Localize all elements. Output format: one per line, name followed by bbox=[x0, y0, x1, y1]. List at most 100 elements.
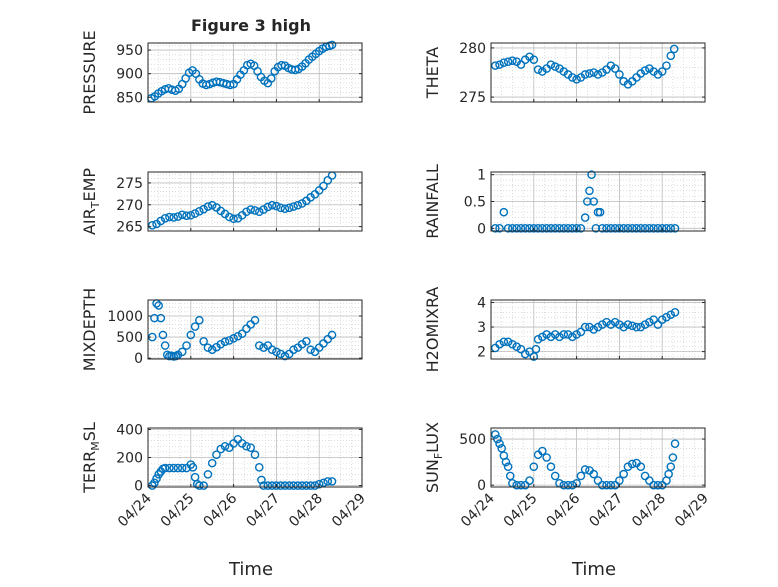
data-point bbox=[587, 170, 596, 179]
data-point bbox=[520, 224, 530, 233]
data-point bbox=[580, 70, 590, 79]
y-tick-label: 400 bbox=[116, 422, 143, 438]
data-point bbox=[670, 224, 680, 233]
data-point bbox=[623, 224, 633, 233]
data-point bbox=[597, 480, 607, 490]
data-point bbox=[597, 224, 607, 233]
data-point bbox=[538, 224, 547, 233]
data-point bbox=[195, 315, 204, 325]
data-point bbox=[186, 330, 196, 340]
data-point bbox=[585, 69, 594, 78]
data-point bbox=[542, 224, 551, 233]
data-point bbox=[559, 224, 569, 233]
data-point bbox=[212, 450, 221, 459]
data-point bbox=[259, 343, 268, 352]
x-tick-label: 04/24 bbox=[458, 490, 498, 530]
y-tick-label: 280 bbox=[459, 41, 486, 57]
data-point bbox=[503, 224, 513, 233]
data-point bbox=[314, 186, 324, 195]
data-point bbox=[516, 224, 526, 233]
y-tick-label: 2 bbox=[477, 345, 486, 361]
data-point bbox=[327, 330, 337, 340]
y-tick-label: 900 bbox=[116, 67, 143, 83]
data-point bbox=[669, 44, 679, 54]
data-point bbox=[188, 463, 198, 472]
x-tick-label: 04/26 bbox=[544, 490, 584, 530]
data-point bbox=[276, 203, 285, 213]
data-point bbox=[602, 317, 611, 327]
data-point bbox=[670, 307, 680, 317]
data-point bbox=[495, 339, 504, 349]
data-point bbox=[572, 75, 581, 84]
data-point bbox=[666, 51, 676, 61]
y-tick-label: 850 bbox=[116, 90, 143, 106]
y-tick-label: 270 bbox=[116, 198, 143, 214]
data-point bbox=[233, 331, 243, 341]
data-point bbox=[640, 66, 650, 75]
data-point bbox=[297, 199, 307, 208]
data-point bbox=[147, 221, 157, 230]
data-point bbox=[182, 211, 191, 221]
data-point bbox=[531, 344, 541, 354]
y-tick-label: 0 bbox=[477, 221, 486, 237]
data-point bbox=[169, 463, 178, 473]
data-point bbox=[593, 476, 603, 485]
data-point bbox=[555, 224, 564, 233]
data-point bbox=[284, 481, 294, 490]
data-point bbox=[280, 351, 290, 361]
data-point bbox=[649, 224, 658, 233]
data-point bbox=[259, 205, 268, 214]
data-point bbox=[246, 205, 256, 214]
data-point bbox=[525, 224, 534, 233]
y-tick-label: 200 bbox=[116, 451, 143, 467]
data-point bbox=[203, 470, 213, 479]
plot-area bbox=[491, 428, 705, 487]
subplot-mixdepth: 0 500 1000 MIXDEPTH bbox=[80, 288, 363, 371]
data-point bbox=[662, 224, 671, 233]
data-point bbox=[610, 480, 620, 490]
axes-box bbox=[490, 42, 706, 103]
data-point bbox=[190, 209, 200, 218]
data-point bbox=[182, 341, 191, 350]
data-point bbox=[160, 214, 170, 223]
data-point bbox=[538, 332, 547, 342]
data-point bbox=[662, 312, 671, 322]
data-point bbox=[559, 330, 569, 339]
data-point bbox=[229, 334, 238, 343]
y-tick-label: 500 bbox=[116, 330, 143, 346]
data-point bbox=[177, 463, 187, 473]
data-point bbox=[576, 224, 586, 233]
data-point bbox=[293, 200, 303, 210]
data-point bbox=[645, 476, 654, 485]
y-axis-label: TERRMSL bbox=[80, 422, 102, 494]
data-point bbox=[499, 207, 509, 217]
data-point bbox=[550, 330, 560, 339]
y-axis-label: THETA bbox=[423, 47, 442, 99]
data-point bbox=[306, 481, 315, 490]
data-point bbox=[512, 224, 521, 233]
y-tick-label: 950 bbox=[116, 43, 143, 59]
data-point bbox=[254, 341, 264, 350]
x-tick-label: 04/25 bbox=[501, 491, 541, 531]
data-point bbox=[254, 463, 264, 472]
plot-area bbox=[148, 300, 362, 359]
data-point bbox=[276, 349, 285, 359]
data-point bbox=[627, 321, 637, 331]
data-point bbox=[508, 339, 517, 349]
data-point bbox=[246, 443, 256, 452]
subplot-pressure: 850 900 950 PRESSURE bbox=[80, 30, 363, 115]
data-point bbox=[173, 212, 183, 221]
data-point bbox=[229, 214, 238, 224]
data-point bbox=[284, 203, 294, 213]
data-point bbox=[636, 224, 646, 233]
y-tick-label: 4 bbox=[477, 295, 486, 311]
data-point bbox=[657, 315, 667, 324]
data-point bbox=[195, 207, 204, 216]
data-point bbox=[165, 212, 174, 222]
data-point bbox=[583, 197, 592, 206]
data-point bbox=[289, 481, 298, 490]
data-point bbox=[653, 480, 663, 490]
data-point bbox=[152, 474, 161, 483]
x-tick-label: 04/27 bbox=[586, 491, 626, 531]
